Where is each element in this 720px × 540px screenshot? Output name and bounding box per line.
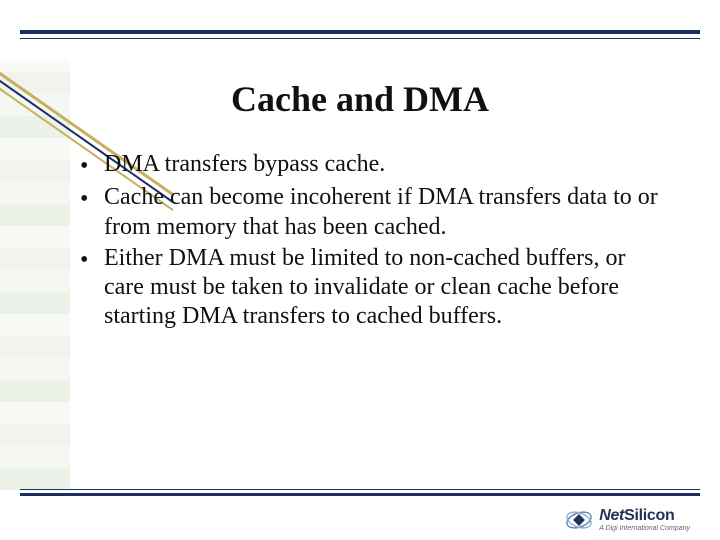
bullet-marker: • (80, 183, 104, 214)
bullet-text: Cache can become incoherent if DMA trans… (104, 183, 660, 242)
logo-wordmark: NetSilicon (599, 508, 690, 524)
logo-text-block: NetSilicon A Digi International Company (599, 508, 690, 532)
bullet-item: • Cache can become incoherent if DMA tra… (80, 183, 660, 242)
bullet-item: • Either DMA must be limited to non-cach… (80, 244, 660, 332)
slide-body: • DMA transfers bypass cache. • Cache ca… (80, 150, 660, 334)
netsilicon-logo-icon (565, 506, 593, 534)
bottom-rule-thick (20, 493, 700, 496)
bullet-marker: • (80, 244, 104, 275)
bullet-text: DMA transfers bypass cache. (104, 150, 660, 179)
top-rule-thin (20, 38, 700, 39)
bullet-marker: • (80, 150, 104, 181)
bullet-item: • DMA transfers bypass cache. (80, 150, 660, 181)
top-rule-thick (20, 30, 700, 34)
logo-tagline: A Digi International Company (599, 525, 690, 532)
slide-title: Cache and DMA (0, 78, 720, 120)
bullet-text: Either DMA must be limited to non-cached… (104, 244, 660, 332)
logo-net: Net (599, 507, 624, 524)
logo-silicon: Silicon (624, 507, 674, 524)
footer-logo: NetSilicon A Digi International Company (565, 506, 690, 534)
bottom-rule-thin (20, 489, 700, 490)
